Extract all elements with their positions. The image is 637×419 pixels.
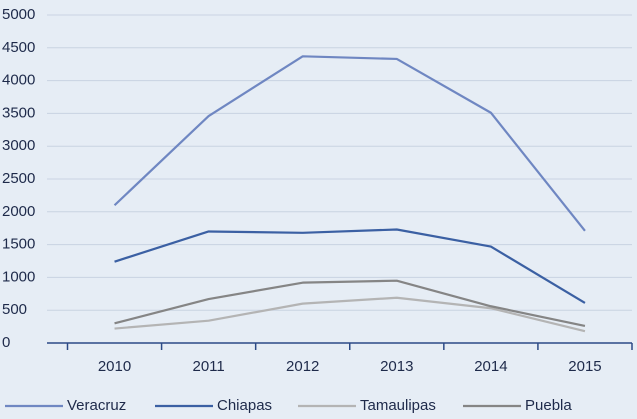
y-tick-label: 3500 [2, 104, 35, 121]
series-line [114, 228, 586, 304]
y-tick-label: 2000 [2, 203, 35, 220]
series-line [113, 55, 586, 232]
y-tick-label: 1000 [2, 268, 35, 285]
y-tick-label: 5000 [2, 6, 35, 23]
x-tick-label: 2013 [380, 358, 413, 375]
series-line [114, 296, 586, 333]
legend-label: Tamaulipas [360, 397, 436, 414]
y-tick-label: 0 [2, 334, 10, 351]
y-tick-label: 3000 [2, 137, 35, 154]
x-tick-label: 2011 [192, 358, 224, 375]
y-tick-label: 1500 [2, 236, 35, 253]
legend-label: Puebla [525, 397, 572, 414]
y-tick-label: 2500 [2, 170, 35, 187]
x-tick-label: 2015 [568, 358, 601, 375]
y-tick-label: 4000 [2, 72, 35, 89]
x-tick-label: 2012 [286, 358, 319, 375]
legend-label: Veracruz [67, 397, 126, 414]
y-tick-label: 500 [2, 301, 27, 318]
legend-label: Chiapas [217, 397, 272, 414]
x-tick-label: 2014 [474, 358, 507, 375]
y-tick-label: 4500 [2, 39, 35, 56]
x-tick-label: 2010 [98, 358, 131, 375]
series-line [114, 279, 586, 328]
